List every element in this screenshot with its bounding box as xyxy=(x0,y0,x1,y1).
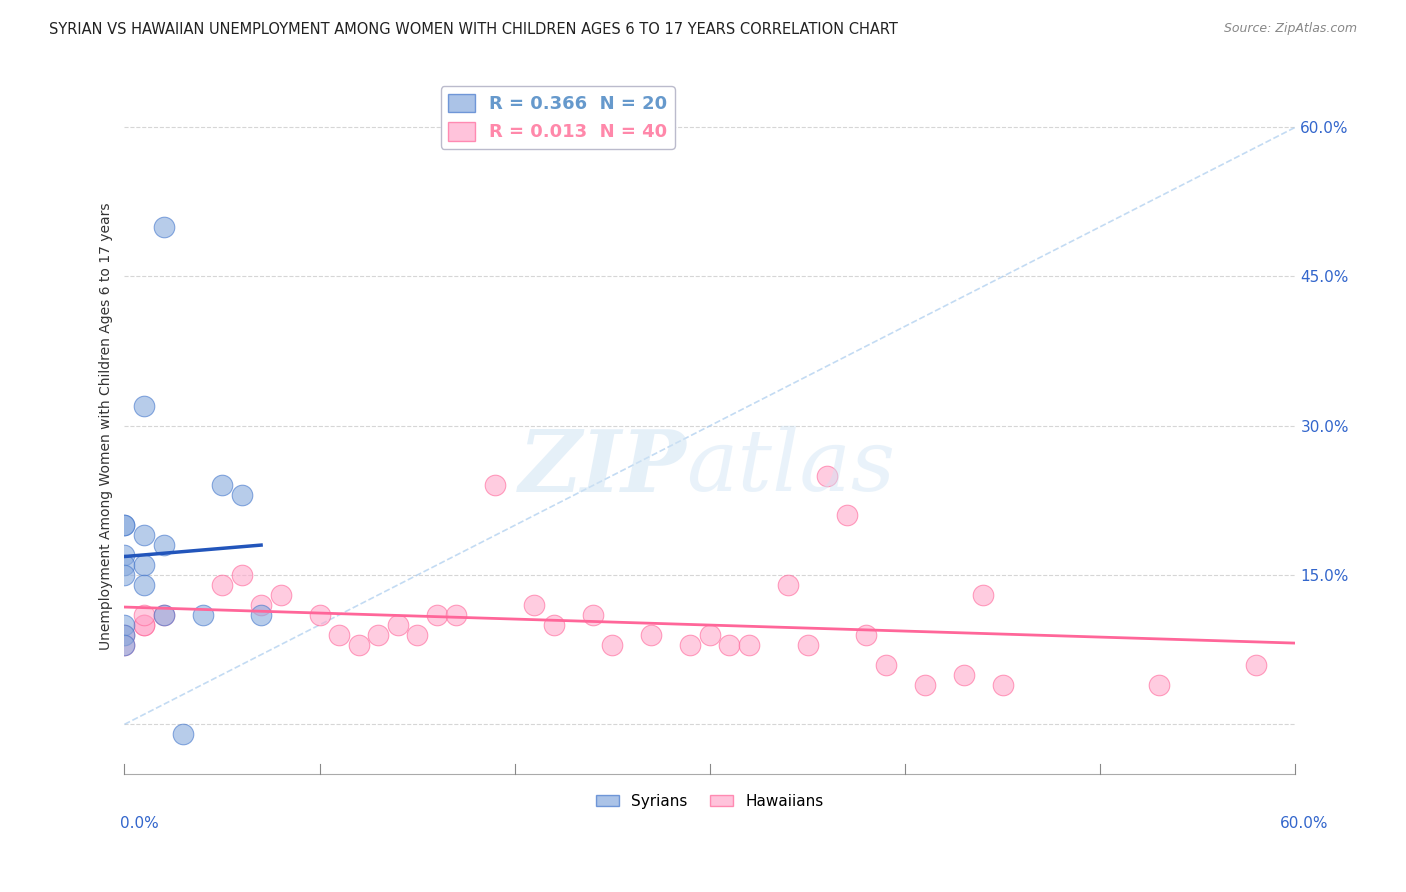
Point xyxy=(543,617,565,632)
Point xyxy=(446,607,468,622)
Point xyxy=(367,628,389,642)
Point xyxy=(484,478,506,492)
Point xyxy=(250,607,273,622)
Point xyxy=(347,638,370,652)
Point xyxy=(114,638,136,652)
Point xyxy=(738,638,761,652)
Point xyxy=(211,578,233,592)
Point xyxy=(152,538,174,552)
Point xyxy=(718,638,741,652)
Point xyxy=(602,638,624,652)
Point xyxy=(211,478,233,492)
Point xyxy=(270,588,292,602)
Point xyxy=(875,657,897,672)
Text: ZIP: ZIP xyxy=(519,425,686,509)
Point xyxy=(132,607,155,622)
Point xyxy=(1246,657,1268,672)
Point xyxy=(406,628,429,642)
Legend: Syrians, Hawaiians: Syrians, Hawaiians xyxy=(591,788,830,815)
Point xyxy=(114,518,136,533)
Text: 60.0%: 60.0% xyxy=(1281,816,1329,831)
Text: 0.0%: 0.0% xyxy=(120,816,159,831)
Point xyxy=(914,677,936,691)
Point xyxy=(699,628,721,642)
Point xyxy=(191,607,214,622)
Point xyxy=(582,607,605,622)
Point xyxy=(132,617,155,632)
Point xyxy=(152,607,174,622)
Point xyxy=(152,219,174,234)
Point xyxy=(796,638,818,652)
Text: atlas: atlas xyxy=(686,426,896,509)
Text: Source: ZipAtlas.com: Source: ZipAtlas.com xyxy=(1223,22,1357,36)
Point xyxy=(172,727,194,741)
Point xyxy=(114,518,136,533)
Point xyxy=(776,578,799,592)
Point xyxy=(132,399,155,413)
Point xyxy=(972,588,994,602)
Point xyxy=(114,628,136,642)
Point xyxy=(114,628,136,642)
Point xyxy=(640,628,662,642)
Point xyxy=(132,528,155,542)
Point xyxy=(387,617,409,632)
Point xyxy=(250,598,273,612)
Point xyxy=(152,607,174,622)
Point xyxy=(1147,677,1170,691)
Point xyxy=(132,578,155,592)
Point xyxy=(114,558,136,573)
Point xyxy=(991,677,1014,691)
Text: SYRIAN VS HAWAIIAN UNEMPLOYMENT AMONG WOMEN WITH CHILDREN AGES 6 TO 17 YEARS COR: SYRIAN VS HAWAIIAN UNEMPLOYMENT AMONG WO… xyxy=(49,22,898,37)
Point xyxy=(952,667,974,681)
Point xyxy=(679,638,702,652)
Point xyxy=(231,488,253,502)
Y-axis label: Unemployment Among Women with Children Ages 6 to 17 years: Unemployment Among Women with Children A… xyxy=(100,202,114,649)
Point xyxy=(308,607,330,622)
Point xyxy=(523,598,546,612)
Point xyxy=(114,548,136,562)
Point xyxy=(132,558,155,573)
Point xyxy=(114,638,136,652)
Point xyxy=(855,628,877,642)
Point xyxy=(132,617,155,632)
Point xyxy=(114,568,136,582)
Point xyxy=(426,607,449,622)
Point xyxy=(815,468,838,483)
Point xyxy=(835,508,858,523)
Point xyxy=(231,568,253,582)
Point xyxy=(328,628,350,642)
Point xyxy=(114,617,136,632)
